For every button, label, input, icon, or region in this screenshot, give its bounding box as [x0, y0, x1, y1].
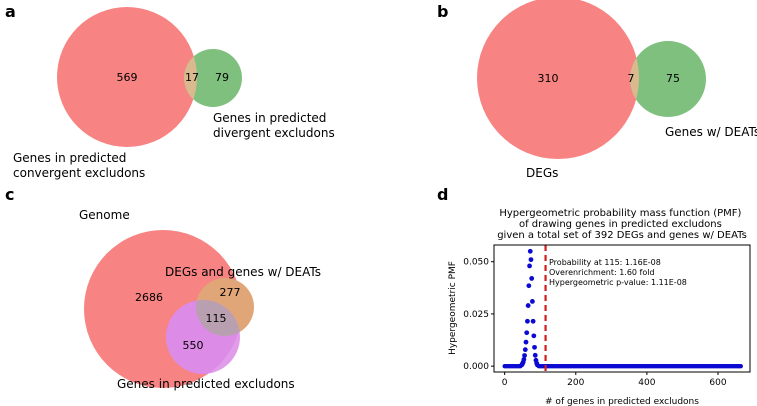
y-tick-label: 0.050: [463, 258, 489, 268]
venn-b-left-label: DEGs: [526, 166, 558, 180]
chart-xlabel: # of genes in predicted excludons: [545, 397, 699, 406]
pmf-point: [528, 257, 534, 263]
pmf-point: [534, 362, 540, 368]
chart-title-line: Hypergeometric probability mass function…: [499, 208, 741, 219]
venn-a-left-label: Genes in predicted convergent excludons: [13, 151, 145, 180]
pmf-point: [522, 347, 528, 353]
panel-b-letter: b: [437, 2, 448, 21]
venn-a-left-count: 569: [117, 71, 138, 84]
pmf-point: [532, 344, 537, 350]
venn-a-right-count: 79: [215, 71, 229, 84]
panel-c: c Genome DEGs and genes w/ DEATs 2686 27…: [5, 185, 321, 391]
chart-ylabel: Hypergeometric PMF: [448, 261, 458, 355]
chart-annotation: Overenrichment: 1.60 fold: [549, 268, 655, 277]
venn-c-excludons-label: Genes in predicted excludons: [117, 377, 295, 391]
venn-c-degs-label: DEGs and genes w/ DEATs: [165, 265, 321, 279]
pmf-point: [530, 318, 536, 324]
panel-d-letter: d: [437, 185, 448, 204]
pmf-point: [525, 303, 531, 308]
x-tick-label: 200: [567, 378, 584, 388]
venn-b-left-count: 310: [538, 72, 559, 85]
pmf-point: [529, 276, 535, 281]
pmf-point: [522, 353, 527, 358]
pmf-point: [531, 333, 537, 339]
chart-plot-frame: [493, 244, 751, 373]
venn-c-genome-count: 2686: [135, 291, 163, 304]
venn-c-excludons-count: 550: [183, 339, 204, 352]
y-tick-label: 0.025: [463, 310, 489, 320]
panel-a-letter: a: [5, 2, 16, 21]
venn-c-genome-label: Genome: [79, 208, 130, 222]
x-tick-label: 0: [502, 378, 508, 388]
panel-a: a 569 17 79 Genes in predicted divergent…: [5, 2, 335, 180]
panel-c-letter: c: [5, 185, 14, 204]
y-tick-label: 0.000: [463, 362, 489, 372]
pmf-point: [526, 283, 532, 289]
x-tick-label: 600: [709, 378, 726, 388]
pmf-point: [521, 357, 527, 362]
panel-b: b 310 7 75 DEGs Genes w/ DEATs: [437, 0, 757, 180]
chart-annotation: Probability at 115: 1.16E-08: [549, 258, 661, 267]
chart-title-line: of drawing genes in predicted excludons: [519, 219, 722, 230]
venn-c-degs-count: 277: [220, 286, 241, 299]
venn-a-overlap-count: 17: [185, 71, 199, 84]
x-tick-label: 400: [638, 378, 655, 388]
venn-b-right-label: Genes w/ DEATs: [665, 125, 757, 139]
pmf-point: [525, 318, 530, 324]
venn-a-right-label: Genes in predicted divergent excludons: [213, 111, 335, 140]
venn-b-right-count: 75: [666, 72, 680, 85]
pmf-point: [523, 339, 529, 345]
chart-marks: [502, 245, 743, 372]
chart-ticks: 0 200 400 600 0.000 0.025 0.050: [463, 258, 727, 388]
pmf-point: [527, 248, 533, 254]
panel-d: d Hypergeometric probability mass functi…: [437, 185, 751, 406]
venn-a-left-label-line: Genes in predicted: [13, 151, 126, 165]
pmf-point: [738, 363, 743, 369]
venn-c-overlap-count: 115: [206, 312, 227, 325]
pmf-point: [524, 330, 530, 336]
venn-a-left-label-line: convergent excludons: [13, 166, 145, 180]
chart-title-line: given a total set of 392 DEGs and genes …: [497, 230, 747, 241]
venn-a-left-circle: [57, 7, 197, 147]
pmf-point: [532, 352, 538, 358]
chart-annotations: Probability at 115: 1.16E-08 Overenrichm…: [549, 258, 687, 287]
venn-b-overlap-count: 7: [628, 72, 635, 85]
venn-a-right-label-line: divergent excludons: [213, 126, 335, 140]
pmf-point: [530, 298, 535, 304]
venn-b-left-circle: [477, 0, 639, 159]
chart-annotation: Hypergeometric p-value: 1.11E-08: [549, 278, 687, 287]
pmf-point: [527, 263, 532, 269]
venn-a-right-circle: [184, 49, 242, 107]
venn-a-right-label-line: Genes in predicted: [213, 111, 326, 125]
chart-title: Hypergeometric probability mass function…: [497, 208, 747, 241]
venn-b-right-circle: [630, 41, 706, 117]
